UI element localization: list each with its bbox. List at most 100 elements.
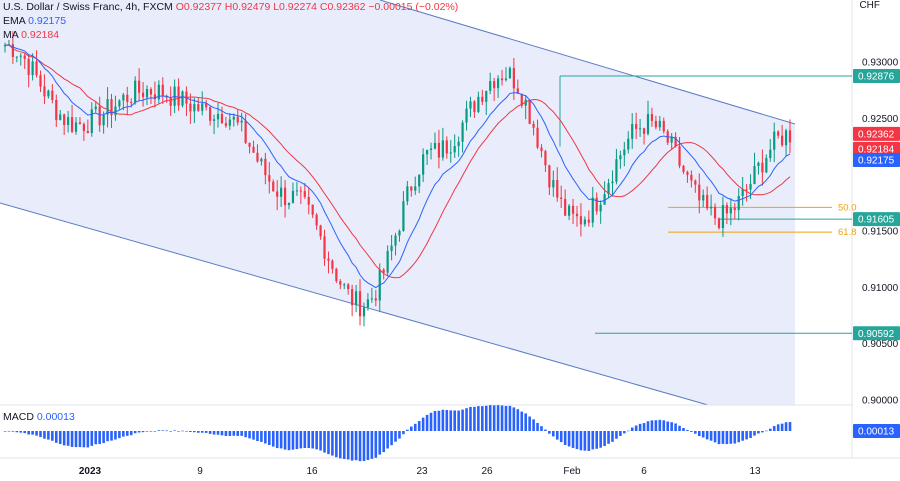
macd-bar xyxy=(295,431,299,450)
macd-bar xyxy=(500,405,504,431)
horizontal-levels: 50.0 61.8 xyxy=(559,75,857,334)
macd-bar xyxy=(248,431,251,439)
macd-bar xyxy=(749,431,752,438)
macd-bar xyxy=(686,429,689,431)
macd-bar xyxy=(536,422,539,431)
candle-body xyxy=(627,138,630,150)
macd-bar xyxy=(39,431,42,438)
macd-bar xyxy=(532,419,535,431)
macd-bar xyxy=(413,423,417,431)
macd-bar xyxy=(331,431,334,456)
channel-lower-line xyxy=(0,202,709,406)
macd-bar xyxy=(390,431,393,446)
candle-body xyxy=(540,147,543,152)
candle-body xyxy=(429,148,433,150)
candle-body xyxy=(252,146,255,153)
macd-bar xyxy=(370,431,374,459)
candle-body xyxy=(654,120,657,128)
candle-body xyxy=(670,136,673,143)
price-axis[interactable]: 0.93000 0.92500 0.91500 0.91000 0.90500 0.900… xyxy=(862,58,899,407)
macd-bar xyxy=(579,431,583,451)
macd-label-text: 0.00013 xyxy=(858,427,895,438)
macd-bar xyxy=(342,431,346,460)
candle-body xyxy=(402,201,405,231)
candle-body xyxy=(39,75,42,87)
macd-bar xyxy=(15,431,19,433)
macd-bar xyxy=(315,431,318,450)
candle-body xyxy=(287,202,291,206)
macd-label[interactable]: MACD xyxy=(3,411,34,423)
candle-body xyxy=(469,101,472,109)
macd-bar xyxy=(449,410,453,431)
currency-label: CHF xyxy=(859,0,880,11)
macd-bar xyxy=(690,431,693,432)
macd-bar xyxy=(212,431,216,435)
candle-body xyxy=(702,194,705,201)
macd-bar xyxy=(196,431,200,433)
candle-body xyxy=(90,109,93,134)
ma-value: 0.92184 xyxy=(21,29,60,41)
macd-bar xyxy=(780,423,784,431)
candle-body xyxy=(717,218,721,228)
candle-body xyxy=(272,181,275,192)
macd-bar xyxy=(165,430,169,432)
candle-body xyxy=(382,269,385,273)
macd-bar xyxy=(674,423,677,431)
macd-bar xyxy=(125,431,129,436)
candle-body xyxy=(414,186,417,191)
candle-body xyxy=(721,205,725,228)
candle-body xyxy=(520,93,523,106)
macd-bar xyxy=(216,431,220,435)
candle-body xyxy=(70,117,74,132)
macd-bar xyxy=(654,420,658,431)
candle-body xyxy=(149,89,153,95)
macd-bar xyxy=(118,431,121,439)
candle-body xyxy=(370,298,373,300)
macd-bar xyxy=(670,422,673,431)
macd-bar xyxy=(58,431,62,444)
ema-label[interactable]: EMA xyxy=(3,15,26,27)
ma-label[interactable]: MA xyxy=(3,29,19,41)
macd-bar xyxy=(437,410,441,431)
macd-bar xyxy=(626,430,630,432)
time-axis[interactable]: 2023 9 16 23 26 Feb 6 13 xyxy=(79,466,761,477)
macd-bar xyxy=(386,431,389,449)
candle-body xyxy=(682,165,685,172)
macd-bar xyxy=(339,431,342,459)
macd-bar xyxy=(220,431,224,436)
macd-bar xyxy=(264,431,267,444)
macd-bar xyxy=(512,407,516,431)
candle-body xyxy=(769,149,772,159)
candle-body xyxy=(82,124,85,132)
candle-body xyxy=(658,120,661,128)
price-label-text: 0.91605 xyxy=(858,215,895,226)
candle-body xyxy=(27,58,30,76)
candle-body xyxy=(662,120,665,132)
candle-body xyxy=(86,131,89,134)
candle-body xyxy=(212,119,216,121)
symbol-title[interactable]: U.S. Dollar / Swiss Franc, 4h, FXCM xyxy=(3,1,173,13)
macd-bar xyxy=(496,405,500,431)
candle-body xyxy=(678,146,681,166)
ohlc-values: O0.92377 H0.92479 L0.92274 C0.92362 −0.0… xyxy=(175,1,459,13)
candle-body xyxy=(635,124,638,129)
candle-body xyxy=(761,162,764,173)
candle-body xyxy=(386,250,389,273)
candle-body xyxy=(631,124,634,139)
macd-bar xyxy=(244,431,247,438)
price-tick: 0.91500 xyxy=(862,227,899,238)
macd-bar xyxy=(35,431,38,436)
macd-bar xyxy=(287,431,291,451)
macd-bar xyxy=(354,431,358,461)
macd-label-box xyxy=(853,424,900,438)
candle-body xyxy=(43,86,46,97)
candle-body xyxy=(35,61,38,76)
macd-bar xyxy=(137,431,141,433)
candle-body xyxy=(686,171,689,175)
macd-bar xyxy=(303,431,307,449)
candle-body xyxy=(567,205,571,216)
candle-body xyxy=(307,196,310,205)
candle-body xyxy=(477,96,480,112)
candle-body xyxy=(757,162,760,166)
